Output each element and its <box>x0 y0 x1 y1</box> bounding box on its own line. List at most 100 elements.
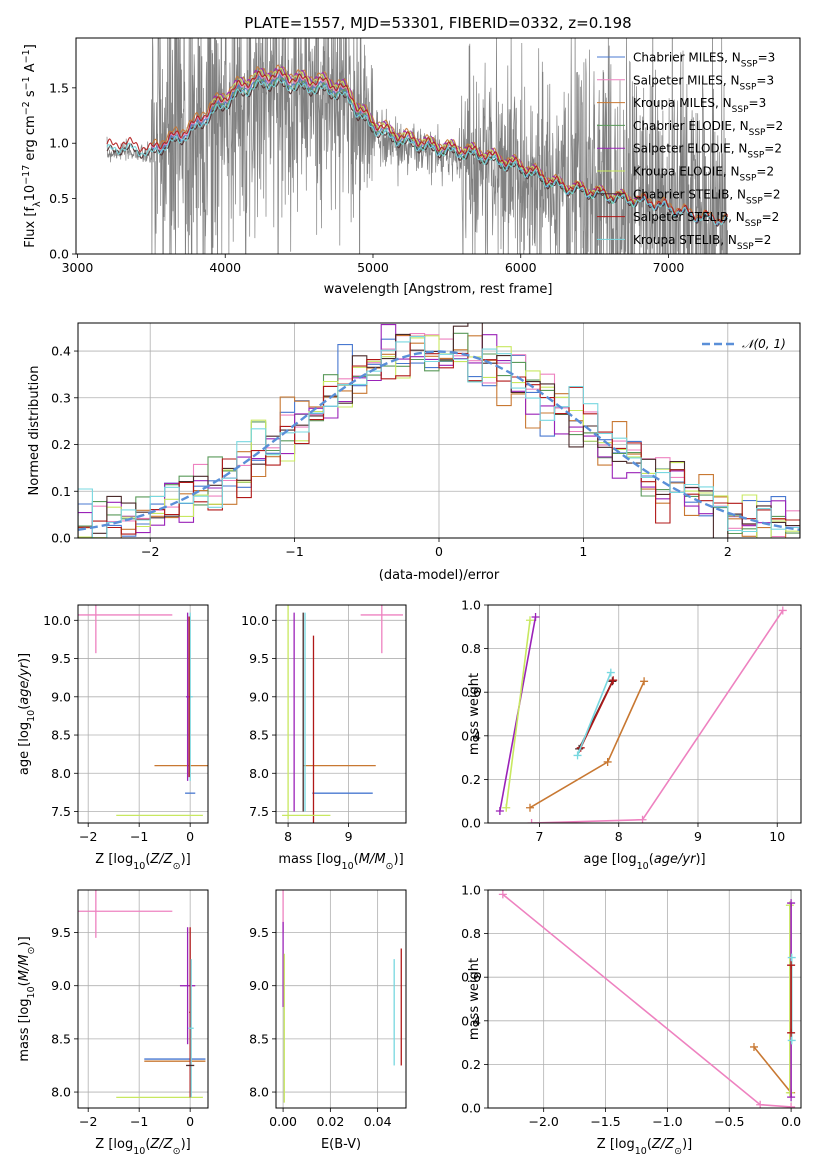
chart-title: PLATE=1557, MJD=53301, FIBERID=0332, z=0… <box>244 14 631 32</box>
y-tick-label: 0.3 <box>51 390 71 405</box>
y-tick-label: 8.5 <box>51 728 71 743</box>
legend-entry: Kroupa STELIB, NSSP=2 <box>633 233 771 252</box>
series-marker <box>778 606 787 615</box>
y-tick-label: 8.0 <box>249 1085 269 1100</box>
x-axis-label: Z [log10(Z/Z⊙)] <box>95 1137 190 1157</box>
model-line-chabrier-elodie <box>210 77 639 208</box>
series-marker <box>638 815 647 823</box>
series-marker <box>531 612 540 621</box>
y-axis-label: Normed distribution <box>27 366 42 496</box>
y-tick-label: 0.0 <box>49 247 69 262</box>
y-tick-label: 0.8 <box>461 926 481 941</box>
plot-area <box>78 890 206 1099</box>
model-line-kroupa-elodie <box>209 67 640 204</box>
y-tick-label: 8.0 <box>51 766 71 781</box>
series-marker <box>603 757 612 766</box>
y-tick-label: 0.0 <box>461 1101 481 1116</box>
y-tick-label: 9.0 <box>51 689 71 704</box>
y-tick-label: 9.5 <box>51 925 71 940</box>
panel-mass-vs-Z: −2 −1 0 8.0 8.5 9.0 9.5 Z [log10(Z/Z⊙)] mass [lo… <box>17 889 209 1157</box>
series-marker <box>573 751 582 760</box>
x-tick-label: 0.00 <box>269 1114 297 1129</box>
series-marker <box>609 676 618 685</box>
y-tick-label: 1.0 <box>461 598 481 613</box>
y-tick-label: 8.5 <box>51 1031 71 1046</box>
series-marker <box>785 1088 794 1097</box>
y-tick-label: 0.8 <box>461 641 481 656</box>
model-line-salpeter-stelib <box>106 68 729 225</box>
x-tick-label: −2.0 <box>528 1114 558 1129</box>
series-marker <box>787 1036 796 1045</box>
panel-mass-vs-EBV: 0.00 0.02 0.04 8.0 8.5 9.0 9.5 E(B-V) <box>249 889 407 1152</box>
y-axis-label: mass weight <box>467 673 482 755</box>
x-axis-label: mass [log10(M/M⊙)] <box>278 852 403 872</box>
x-tick-label: 7 <box>536 829 544 844</box>
x-tick-label: 8 <box>615 829 623 844</box>
plot-area <box>78 323 800 538</box>
data-spectrum-line <box>106 38 728 254</box>
x-tick-label: 0.02 <box>316 1114 344 1129</box>
plot-area <box>282 605 403 823</box>
y-tick-label: 0.1 <box>51 484 71 499</box>
x-tick-label: 10 <box>769 829 785 844</box>
x-tick-label: 6000 <box>505 260 537 275</box>
histogram-kroupa-stelib <box>78 336 800 538</box>
y-tick-label: 0.4 <box>461 1013 481 1028</box>
x-tick-label: 5000 <box>357 260 389 275</box>
y-axis-label: mass [log10(M/M⊙)] <box>17 936 37 1061</box>
y-tick-label: 9.5 <box>51 651 71 666</box>
y-tick-label: 8.0 <box>249 766 269 781</box>
y-tick-label: 0.2 <box>51 437 71 452</box>
y-tick-label: 0.6 <box>461 685 481 700</box>
panel-spectrum: 3000 4000 5000 6000 7000 0.0 0.5 1.0 1.5 PLATE=15… <box>21 14 801 297</box>
y-tick-label: 10.0 <box>241 613 269 628</box>
y-tick-label: 0.0 <box>461 816 481 831</box>
panel-age-vs-mass: 8 9 7.5 8.0 8.5 9.0 9.5 10.0 mass [log10(M/M⊙)] <box>241 604 407 872</box>
x-tick-label: −1 <box>130 829 148 844</box>
x-tick-label: 4000 <box>209 260 241 275</box>
y-tick-label: 1.0 <box>461 883 481 898</box>
y-tick-label: 0.0 <box>51 531 71 546</box>
y-tick-label: 8.5 <box>249 728 269 743</box>
normal-curve <box>78 350 800 531</box>
series-marker <box>640 677 649 686</box>
y-axis-label: age [log10(age/yr)] <box>17 653 37 775</box>
series-marker <box>495 807 504 816</box>
x-axis-label: (data-model)/error <box>379 568 500 583</box>
axes-frame <box>77 604 209 824</box>
y-tick-label: 0.2 <box>461 1057 481 1072</box>
plot-area <box>106 38 729 254</box>
y-tick-label: 0.6 <box>461 970 481 985</box>
x-tick-label: 8 <box>284 829 292 844</box>
y-tick-label: 9.0 <box>249 689 269 704</box>
y-tick-label: 9.0 <box>51 978 71 993</box>
y-tick-label: 1.5 <box>49 80 69 95</box>
x-tick-label: −2 <box>79 829 97 844</box>
x-tick-label: 1 <box>579 544 587 559</box>
series-marker <box>787 1093 796 1102</box>
legend-entry: Chabrier MILES, NSSP=3 <box>633 51 775 70</box>
x-axis-label: age [log10(age/yr)] <box>583 852 705 872</box>
series-marker <box>756 1100 765 1108</box>
panel-residual-histogram: −2 −1 0 1 2 0.0 0.1 0.2 0.3 0.4 (data-model)/error… <box>27 322 801 583</box>
axes-frame <box>77 322 801 539</box>
y-tick-label: 9.5 <box>249 651 269 666</box>
series-marker <box>527 819 536 823</box>
plot-area <box>282 890 402 1103</box>
series-line <box>505 620 531 808</box>
x-tick-label: 0 <box>186 1114 194 1129</box>
y-tick-label: 8.5 <box>249 1031 269 1046</box>
axes-frame <box>487 889 802 1109</box>
y-axis-label: Flux [fλ10−17 erg cm−2 s−1 A−1] <box>21 44 43 248</box>
plot-area <box>495 606 787 823</box>
legend-entry: Kroupa MILES, NSSP=3 <box>633 96 766 115</box>
panel-age-vs-Z: −2 −1 0 7.5 8.0 8.5 9.0 9.5 10.0 Z [log10(Z/Z⊙)] a… <box>17 604 209 872</box>
x-tick-label: −1 <box>285 544 303 559</box>
x-axis-label: Z [log10(Z/Z⊙)] <box>597 1137 692 1157</box>
series-line <box>753 1046 792 1094</box>
y-tick-label: 9.0 <box>249 978 269 993</box>
series-marker <box>787 953 796 962</box>
panel-massweight-vs-Z: −2.0 −1.5 −1.0 −0.5 0.0 0.0 0.2 0.4 0.6 0.8 1.0 Z [… <box>461 883 802 1157</box>
axes-frame <box>487 604 802 824</box>
